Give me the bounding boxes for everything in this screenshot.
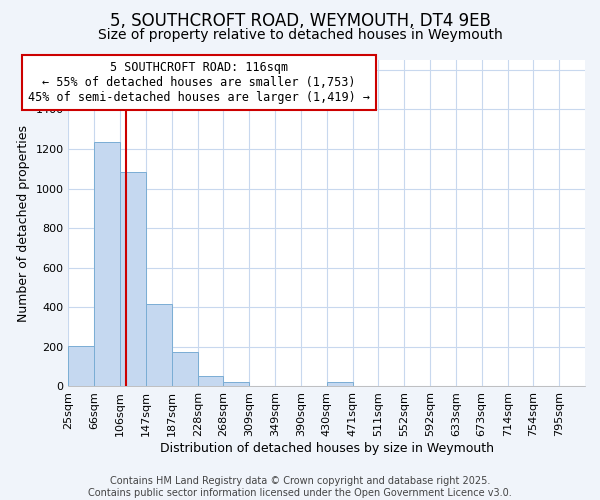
Text: 5 SOUTHCROFT ROAD: 116sqm
← 55% of detached houses are smaller (1,753)
45% of se: 5 SOUTHCROFT ROAD: 116sqm ← 55% of detac… xyxy=(28,62,370,104)
X-axis label: Distribution of detached houses by size in Weymouth: Distribution of detached houses by size … xyxy=(160,442,494,455)
Bar xyxy=(94,142,120,386)
Text: Size of property relative to detached houses in Weymouth: Size of property relative to detached ho… xyxy=(98,28,502,42)
Bar xyxy=(120,172,146,386)
Bar xyxy=(146,304,172,386)
Bar xyxy=(172,352,198,386)
Bar xyxy=(223,382,250,386)
Bar xyxy=(198,376,223,386)
Text: Contains HM Land Registry data © Crown copyright and database right 2025.
Contai: Contains HM Land Registry data © Crown c… xyxy=(88,476,512,498)
Bar xyxy=(68,346,94,387)
Bar xyxy=(326,382,353,386)
Text: 5, SOUTHCROFT ROAD, WEYMOUTH, DT4 9EB: 5, SOUTHCROFT ROAD, WEYMOUTH, DT4 9EB xyxy=(110,12,490,30)
Y-axis label: Number of detached properties: Number of detached properties xyxy=(17,124,30,322)
